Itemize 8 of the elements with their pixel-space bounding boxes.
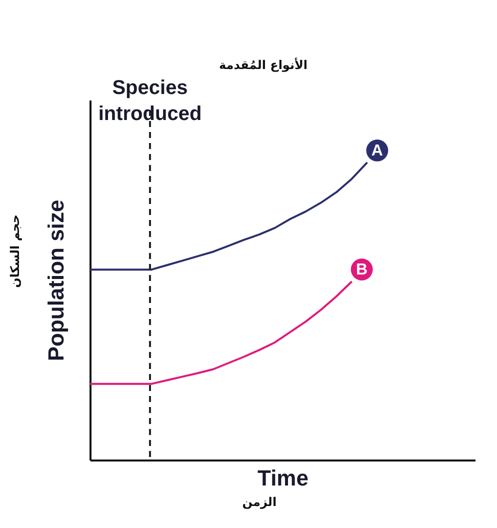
text: الأنواع المُقدمة	[218, 57, 308, 72]
series-label: A	[371, 142, 384, 160]
text: حجم السكان	[8, 214, 22, 288]
text: الزمن	[242, 495, 277, 509]
text: Species introduced	[98, 77, 202, 125]
series-label: B	[356, 261, 368, 278]
x-axis-title: Time	[258, 466, 308, 490]
y-axis-title: Population size	[44, 200, 68, 362]
